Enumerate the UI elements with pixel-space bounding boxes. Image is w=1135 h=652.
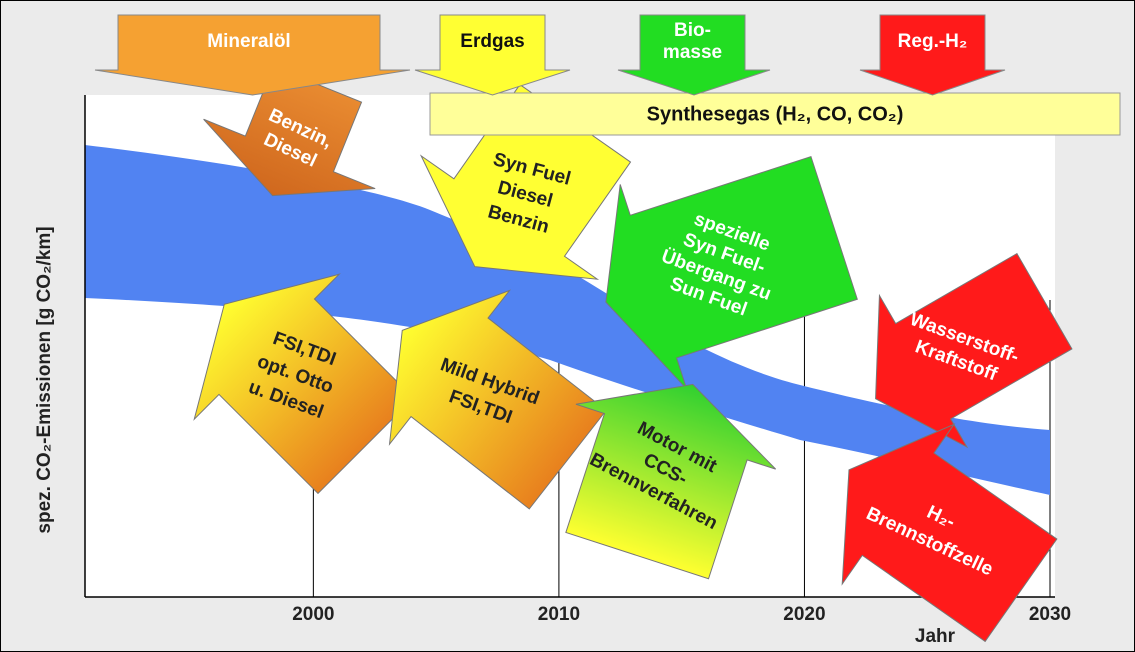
arrow-shape (605, 155, 858, 390)
top-sources: Mineralöl Erdgas Bio-masse Reg.-H₂ (94, 14, 1006, 96)
y-axis-label: spez. CO₂-Emissionen [g CO₂/km] (34, 226, 55, 533)
label-line: Bio- (674, 20, 711, 41)
arrow (841, 423, 1058, 643)
label: Bio-masse (663, 20, 722, 63)
source-arrow (859, 14, 1006, 96)
x-tick-label: 2000 (292, 604, 334, 625)
label-line: masse (663, 42, 722, 63)
x-tick-label: 2030 (1029, 604, 1071, 625)
label-line: Erdgas (460, 31, 524, 52)
x-tick-label: 2010 (538, 604, 580, 625)
source-arrow (617, 14, 771, 96)
arrow-shape (565, 383, 777, 580)
emission-band (85, 145, 1050, 495)
arrow (565, 383, 777, 580)
synthesegas-label: Synthesegas (H₂, CO, CO₂) (647, 103, 904, 125)
x-axis-label: Jahr (915, 626, 956, 647)
label: Reg.-H₂ (898, 31, 968, 52)
label: Mineralöl (207, 31, 290, 52)
arrow (388, 289, 607, 510)
arrow (875, 252, 1073, 449)
label: Erdgas (460, 31, 524, 52)
source-arrow (414, 14, 571, 96)
label-line: Mineralöl (207, 31, 290, 52)
arrow-shape (875, 252, 1073, 449)
x-tick-label: 2020 (783, 604, 825, 625)
synthesegas-bar (429, 92, 1121, 136)
arrow-shape (841, 423, 1058, 643)
arrow (605, 155, 858, 390)
source-arrow (94, 14, 411, 96)
label-line: Reg.-H₂ (898, 31, 968, 52)
arrow-shape (388, 289, 607, 510)
